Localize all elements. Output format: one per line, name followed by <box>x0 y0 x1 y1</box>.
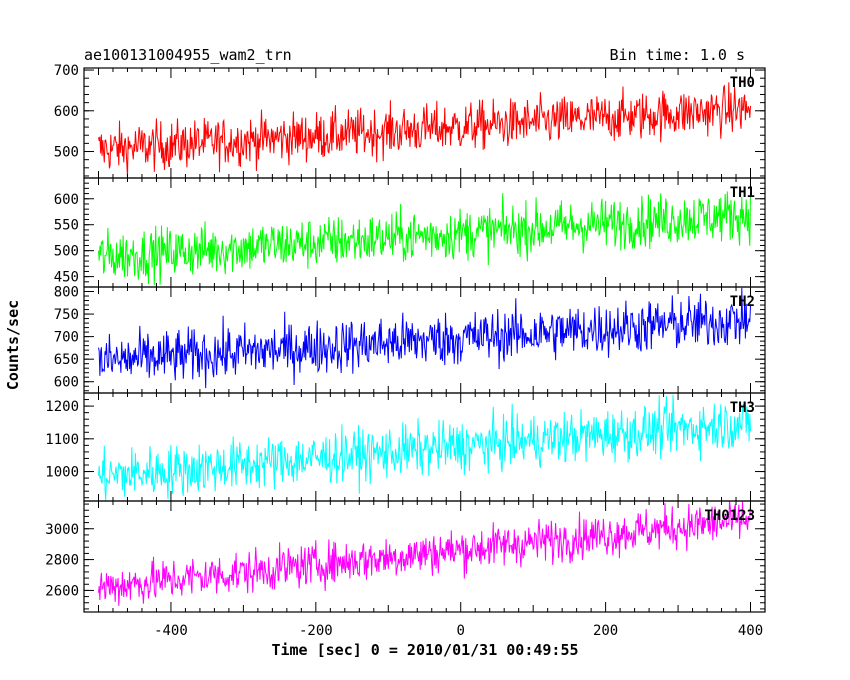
x-tick-label: 0 <box>457 623 465 639</box>
y-tick-label: 600 <box>54 192 79 208</box>
y-tick-label: 500 <box>54 145 79 161</box>
y-tick-label: 600 <box>54 104 79 120</box>
y-tick-label: 1000 <box>45 465 79 481</box>
y-tick-label: 750 <box>54 307 79 323</box>
panel-label-th0: TH0 <box>730 75 755 91</box>
y-tick-label: 1100 <box>45 432 79 448</box>
y-tick-label: 2800 <box>45 553 79 569</box>
panel-label-th0123: TH0123 <box>704 508 755 524</box>
x-tick-label: 400 <box>738 623 763 639</box>
y-tick-label: 800 <box>54 285 79 301</box>
panel-label-th1: TH1 <box>730 185 755 201</box>
y-tick-label: 650 <box>54 352 79 368</box>
y-tick-label: 550 <box>54 218 79 234</box>
series-line-th3 <box>98 394 751 501</box>
x-tick-label: -400 <box>154 623 188 639</box>
series-line-th0 <box>98 82 751 178</box>
series-line-th1 <box>98 191 751 286</box>
y-tick-label: 700 <box>54 330 79 346</box>
bin-time-label: Bin time: 1.0 s <box>610 46 745 64</box>
chart-title: ae100131004955_wam2_trn <box>84 46 292 64</box>
y-tick-label: 700 <box>54 63 79 79</box>
y-tick-label: 1200 <box>45 399 79 415</box>
y-tick-label: 600 <box>54 375 79 391</box>
y-axis-label: Counts/sec <box>4 300 22 390</box>
panels-group: 500 600 700 TH0 450 500 550 600 TH1 600 650 700 750 8… <box>45 63 766 639</box>
y-tick-label: 500 <box>54 244 79 260</box>
y-tick-label: 3000 <box>45 522 79 538</box>
x-tick-label: -200 <box>299 623 333 639</box>
x-axis-label: Time [sec] 0 = 2010/01/31 00:49:55 <box>271 641 578 659</box>
series-line-th0123 <box>98 501 751 606</box>
panel-label-th2: TH2 <box>730 294 755 310</box>
y-tick-label: 2600 <box>45 583 79 599</box>
x-tick-label: 200 <box>593 623 618 639</box>
panel-frame-th0123 <box>83 500 766 613</box>
y-tick-label: 450 <box>54 270 79 286</box>
panel-label-th3: TH3 <box>730 400 755 416</box>
series-line-th2 <box>98 287 751 389</box>
